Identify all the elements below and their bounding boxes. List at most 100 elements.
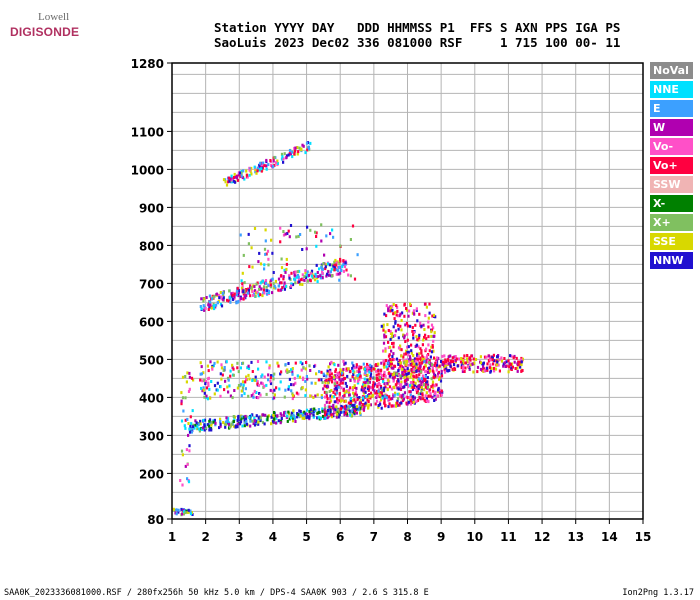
echo-point — [201, 426, 205, 430]
echo-point — [182, 409, 185, 413]
echo-point — [421, 393, 424, 397]
echo-point — [410, 372, 413, 376]
echo-point — [353, 379, 356, 383]
echo-point — [267, 257, 270, 261]
echo-point — [241, 386, 245, 390]
echo-point — [395, 357, 399, 361]
echo-point — [253, 389, 256, 393]
echo-point — [418, 356, 421, 360]
echo-point — [443, 364, 446, 368]
echo-point — [408, 309, 411, 313]
echo-point — [249, 294, 252, 298]
echo-point — [285, 154, 289, 158]
echo-point — [437, 372, 440, 376]
echo-point — [426, 383, 430, 387]
echo-point — [288, 412, 291, 416]
echo-point — [175, 512, 178, 516]
x-tick-label: 9 — [437, 530, 445, 544]
echo-point — [246, 291, 249, 295]
echo-point — [308, 410, 311, 413]
echo-point — [290, 389, 293, 393]
echo-point — [403, 391, 407, 395]
echo-point — [382, 359, 385, 363]
echo-point — [470, 354, 473, 358]
echo-point — [332, 413, 335, 416]
echo-point — [328, 372, 332, 376]
echo-point — [389, 337, 392, 341]
echo-point — [285, 156, 288, 160]
echo-point — [321, 409, 324, 413]
echo-point — [283, 413, 286, 417]
echo-point — [425, 381, 428, 385]
echo-point — [265, 285, 268, 289]
echo-point — [345, 390, 348, 393]
echo-point — [409, 381, 413, 384]
echo-point — [273, 396, 276, 400]
echo-point — [255, 391, 258, 394]
echo-point — [336, 269, 340, 273]
echo-point — [274, 286, 277, 290]
echo-point — [351, 403, 354, 407]
echo-point — [206, 397, 209, 401]
echo-point — [412, 398, 415, 402]
echo-point — [441, 363, 444, 366]
echo-point — [410, 343, 413, 347]
echo-point — [299, 410, 302, 413]
echo-point — [233, 292, 236, 296]
echo-point — [300, 278, 303, 281]
echo-point — [353, 386, 356, 389]
echo-point — [261, 294, 264, 298]
echo-point — [362, 362, 365, 366]
echo-point — [385, 394, 388, 398]
echo-point — [245, 375, 248, 379]
echo-point — [287, 229, 290, 233]
echo-point — [276, 159, 279, 163]
echo-point — [239, 298, 242, 302]
echo-point — [265, 167, 268, 171]
echo-point — [430, 323, 434, 327]
echo-point — [417, 385, 420, 389]
echo-point — [291, 372, 294, 376]
echo-point — [424, 302, 427, 306]
echo-point — [203, 423, 206, 427]
echo-point — [344, 399, 347, 403]
echo-point — [332, 264, 335, 268]
echo-point — [301, 248, 304, 251]
echo-point — [396, 309, 399, 313]
echo-point — [225, 416, 228, 420]
echo-point — [208, 426, 211, 430]
y-tick-label: 800 — [139, 239, 164, 253]
echo-point — [248, 416, 251, 420]
echo-point — [295, 275, 298, 279]
echo-point — [391, 376, 395, 380]
echo-point — [316, 280, 319, 284]
echo-point — [259, 416, 262, 420]
echo-point — [272, 377, 275, 381]
echo-point — [315, 244, 318, 248]
legend-item-w: W — [650, 119, 693, 136]
echo-point — [339, 373, 342, 377]
echo-point — [369, 372, 373, 376]
echo-point — [315, 235, 318, 238]
echo-point — [213, 307, 216, 311]
echo-point — [403, 379, 406, 383]
echo-point — [498, 369, 501, 373]
echo-point — [521, 357, 524, 361]
echo-point — [293, 277, 296, 281]
echo-point — [273, 393, 276, 397]
echo-point — [408, 396, 411, 400]
echo-point — [473, 361, 476, 365]
echo-point — [280, 157, 284, 161]
echo-point — [191, 425, 195, 429]
echo-point — [424, 394, 427, 398]
echo-point — [426, 385, 430, 389]
echo-point — [293, 146, 296, 150]
echo-point — [334, 392, 337, 396]
echo-point — [383, 382, 386, 385]
echo-point — [400, 383, 403, 387]
echo-point — [279, 421, 282, 425]
echo-point — [437, 388, 440, 392]
echo-point — [487, 354, 491, 358]
echo-point — [422, 397, 425, 401]
echo-point — [375, 383, 378, 387]
